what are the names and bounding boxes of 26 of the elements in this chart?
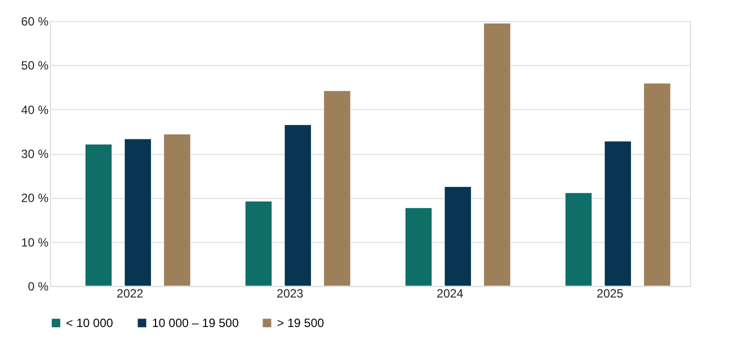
bar [444, 186, 472, 286]
bar [244, 200, 272, 286]
y-tick-label: 0 % [28, 280, 49, 294]
y-tick-label: 20 % [21, 191, 49, 206]
x-tick-label: 2025 [596, 286, 624, 300]
x-tick-label: 2024 [436, 286, 464, 300]
x-tick-label: 2022 [116, 286, 144, 300]
bar [84, 144, 112, 286]
y-tick-label: 50 % [21, 58, 49, 73]
legend-label: > 19 500 [277, 316, 324, 330]
bar [564, 192, 592, 286]
bar [404, 208, 432, 286]
legend-label: 10 000 – 19 500 [152, 316, 240, 330]
y-tick-label: 10 % [21, 235, 49, 250]
bar [284, 124, 312, 286]
bar [484, 22, 511, 286]
bar [124, 138, 152, 286]
bar [604, 140, 632, 286]
legend-label: < 10 000 [66, 316, 114, 330]
bar [324, 90, 351, 286]
x-tick-label: 2023 [276, 286, 304, 300]
bar [644, 83, 671, 286]
y-tick-label: 30 % [21, 147, 49, 161]
y-tick-label: 60 % [21, 14, 49, 28]
bar [164, 134, 191, 286]
y-tick-label: 40 % [21, 102, 49, 117]
